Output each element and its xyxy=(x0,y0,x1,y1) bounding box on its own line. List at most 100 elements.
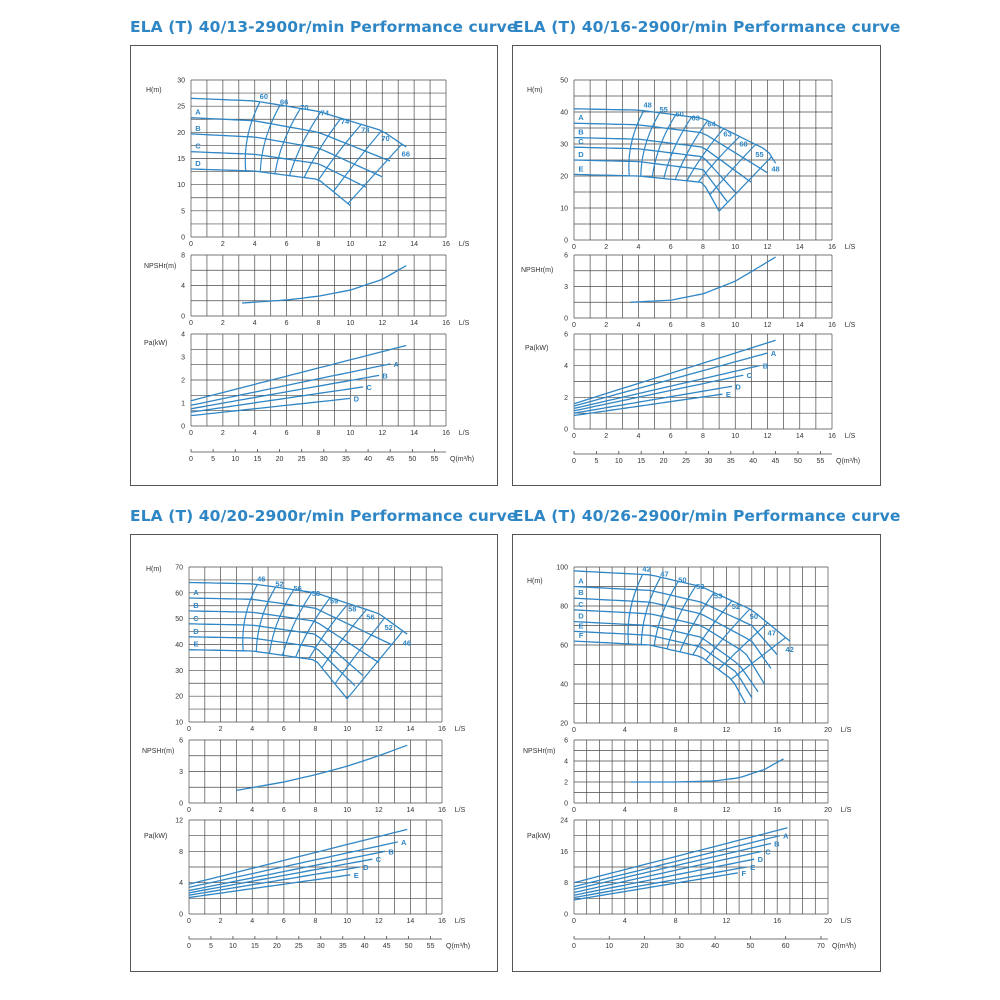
y-tick-label: 0 xyxy=(564,801,568,808)
series-label: C xyxy=(578,600,584,609)
series-label: C xyxy=(765,847,771,856)
x-tick-label: 16 xyxy=(773,807,781,814)
y-tick-label: 2 xyxy=(564,395,568,402)
y-axis-label: Pa(kW) xyxy=(527,833,550,840)
q-axis-label: Q(m³/h) xyxy=(446,943,470,950)
q-tick-label: 45 xyxy=(383,943,391,950)
x-tick-label: 6 xyxy=(285,430,289,437)
series-line xyxy=(188,866,360,896)
y-tick-label: 3 xyxy=(564,284,568,291)
series-label: A xyxy=(193,588,199,597)
efficiency-curve xyxy=(346,630,404,700)
efficiency-curve xyxy=(731,637,786,680)
x-tick-label: 4 xyxy=(637,244,641,251)
y-tick-label: 20 xyxy=(560,174,568,181)
x-tick-label: 6 xyxy=(285,241,289,248)
series-label: A xyxy=(578,113,584,122)
series-line xyxy=(188,841,398,889)
efficiency-label: 48 xyxy=(771,164,779,173)
series-line xyxy=(573,850,763,894)
x-tick-label: 16 xyxy=(442,241,450,248)
y-tick-label: 6 xyxy=(179,738,183,745)
efficiency-label: 60 xyxy=(675,109,683,118)
x-tick-label: 10 xyxy=(343,918,351,925)
chart-title-1: ELA (T) 40/13-2900r/min Performance curv… xyxy=(130,18,518,36)
series-label: E xyxy=(578,621,583,630)
series-label: D xyxy=(363,863,369,872)
y-tick-label: 15 xyxy=(177,156,185,163)
q-tick-label: 70 xyxy=(817,943,825,950)
x-tick-label: 8 xyxy=(314,807,318,814)
x-tick-label: 6 xyxy=(285,320,289,327)
x-axis-unit-label: L/S xyxy=(845,244,856,251)
series-line xyxy=(188,850,386,892)
q-tick-label: 20 xyxy=(641,943,649,950)
series-line xyxy=(188,597,392,646)
series-line xyxy=(573,374,744,412)
y-tick-label: 0 xyxy=(564,238,568,245)
chart-panel-2 xyxy=(512,45,881,486)
q-tick-label: 50 xyxy=(794,458,802,465)
efficiency-label: 53 xyxy=(714,591,722,600)
y-axis-label: NPSHr(m) xyxy=(523,748,555,755)
series-line xyxy=(573,146,736,193)
series-label: A xyxy=(771,349,777,358)
q-tick-label: 50 xyxy=(746,943,754,950)
y-tick-label: 6 xyxy=(564,738,568,745)
x-tick-label: 8 xyxy=(317,430,321,437)
y-axis-label: Pa(kW) xyxy=(144,340,167,347)
chart-title-4: ELA (T) 40/26-2900r/min Performance curv… xyxy=(513,507,901,525)
y-tick-label: 10 xyxy=(175,720,183,727)
y-tick-label: 3 xyxy=(181,355,185,362)
efficiency-curve xyxy=(705,608,751,661)
efficiency-label: 64 xyxy=(707,119,716,128)
x-tick-label: 8 xyxy=(317,320,321,327)
series-label: B xyxy=(388,847,394,856)
efficiency-label: 46 xyxy=(257,575,265,584)
x-tick-label: 14 xyxy=(406,807,414,814)
x-tick-label: 8 xyxy=(314,918,318,925)
efficiency-label: 63 xyxy=(723,130,731,139)
y-tick-label: 4 xyxy=(564,759,568,766)
series-line xyxy=(188,649,348,700)
x-tick-label: 8 xyxy=(674,918,678,925)
x-tick-label: 4 xyxy=(623,807,627,814)
x-tick-label: 12 xyxy=(378,241,386,248)
y-tick-label: 6 xyxy=(564,332,568,339)
x-axis-unit-label: L/S xyxy=(841,807,852,814)
x-tick-label: 16 xyxy=(442,320,450,327)
x-tick-label: 0 xyxy=(187,807,191,814)
series-line xyxy=(190,386,364,413)
x-tick-label: 4 xyxy=(253,320,257,327)
efficiency-curve xyxy=(679,592,715,653)
efficiency-label: 47 xyxy=(768,628,776,637)
efficiency-curve xyxy=(718,622,769,671)
series-line xyxy=(573,858,755,896)
y-tick-label: 0 xyxy=(179,912,183,919)
series-line xyxy=(573,122,768,174)
efficiency-label: 50 xyxy=(750,612,758,621)
q-tick-label: 35 xyxy=(339,943,347,950)
efficiency-curve xyxy=(653,580,679,646)
y-tick-label: 30 xyxy=(175,668,183,675)
efficiency-curve xyxy=(709,144,756,196)
series-label: A xyxy=(783,832,789,841)
efficiency-label: 66 xyxy=(402,149,410,158)
x-tick-label: 12 xyxy=(723,727,731,734)
x-tick-label: 16 xyxy=(828,433,836,440)
x-axis-unit-label: L/S xyxy=(459,320,470,327)
x-tick-label: 0 xyxy=(572,918,576,925)
q-tick-label: 30 xyxy=(704,458,712,465)
series-line xyxy=(190,168,351,207)
x-tick-label: 14 xyxy=(410,320,418,327)
x-tick-label: 10 xyxy=(731,244,739,251)
efficiency-curve xyxy=(332,130,383,192)
x-tick-label: 12 xyxy=(375,918,383,925)
efficiency-label: 52 xyxy=(696,582,704,591)
series-line xyxy=(573,866,747,899)
series-label: C xyxy=(376,855,382,864)
y-tick-label: 25 xyxy=(177,104,185,111)
series-line xyxy=(573,385,733,414)
series-line xyxy=(188,581,408,635)
x-tick-label: 10 xyxy=(343,726,351,733)
